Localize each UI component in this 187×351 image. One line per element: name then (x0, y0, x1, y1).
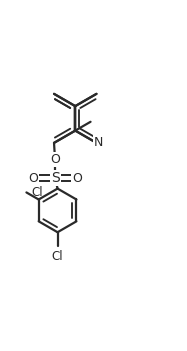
Text: N: N (94, 136, 103, 149)
Text: O: O (72, 172, 82, 185)
Text: O: O (50, 153, 60, 166)
Text: Cl: Cl (52, 250, 63, 263)
Text: S: S (51, 171, 59, 185)
Text: Cl: Cl (31, 186, 43, 199)
Text: O: O (28, 172, 38, 185)
